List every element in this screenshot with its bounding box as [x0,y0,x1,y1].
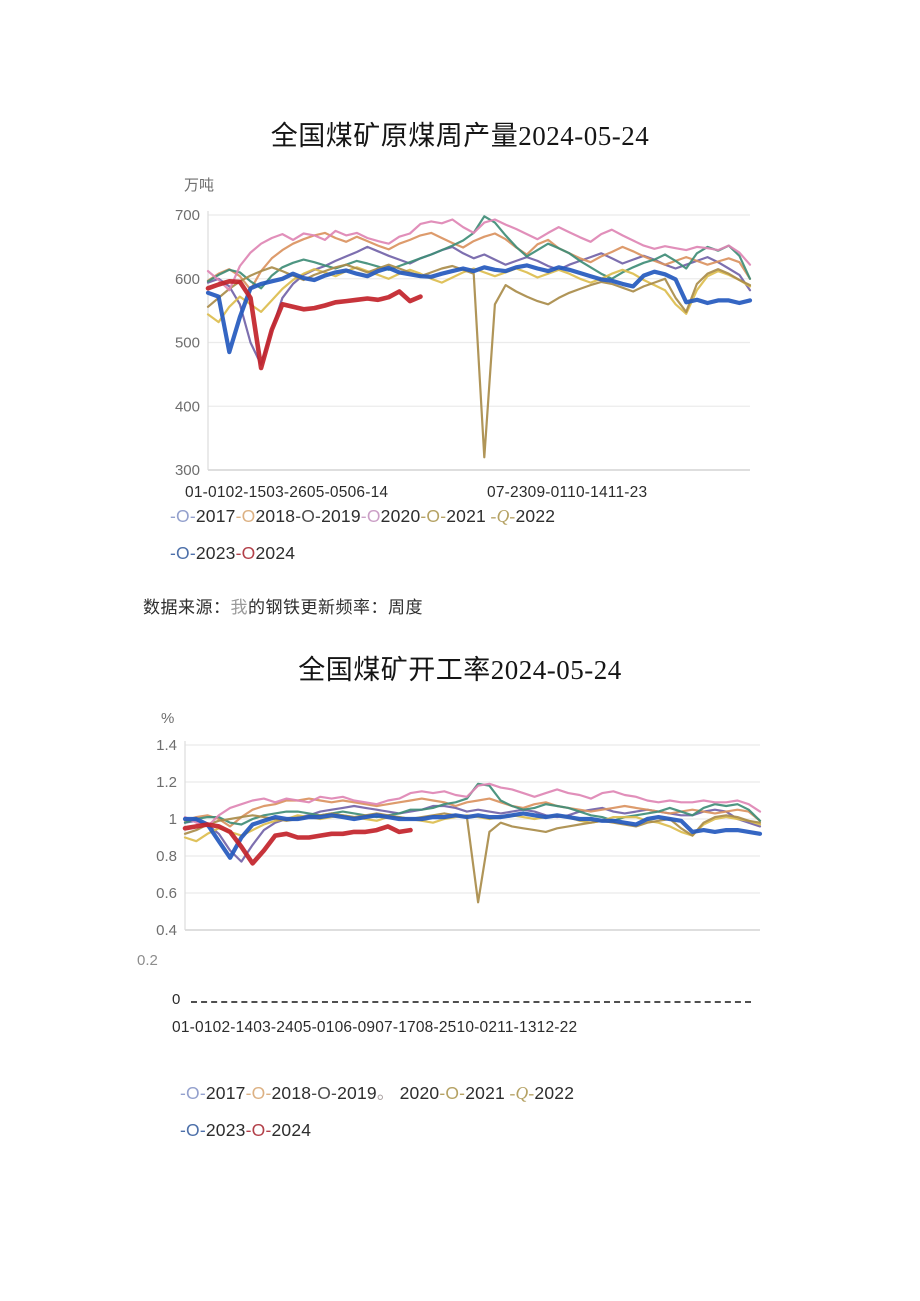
legend-marker-2021: -O- [439,1083,466,1103]
legend-marker-2022: -Q- [485,506,516,526]
x-axis-label-left: 01-0102-1503-2605-0506-14 [185,484,389,501]
legend-year-2023: 2023 [205,1120,246,1140]
series-line-2022 [206,218,752,292]
operating-rate-chart: 1.4 1.2 1 0.8 0.6 0.4% [156,710,763,939]
legend-marker-2024: -O- [245,1120,272,1140]
y-tick-label: 1.4 [156,737,177,754]
legend-year-2017: 2017 [195,506,236,526]
legend-year-2022: 2022 [515,506,556,526]
y-tick-label: 0.8 [156,848,177,865]
series-line-2019 [206,215,752,290]
y-tick-label: 500 [175,335,200,352]
legend-year-2022: 2022 [534,1083,575,1103]
data-source-note: 数据来源：我的钢铁更新频率：周度 [143,593,423,618]
legend-marker-2017: -O- [170,506,196,526]
legend-year-2020: 2020 [399,1083,440,1103]
legend-year-2017: 2017 [205,1083,246,1103]
y-axis-unit-label: % [161,710,174,727]
source-note-segment: 的钢铁更新频率： [248,598,388,617]
legend-marker-2023: -O- [170,543,196,563]
legend-marker-2021: -O- [420,506,447,526]
source-note-segment: 我 [230,598,248,617]
operating-rate-legend-row-1: -O-2017-O-2018-O-2019。 2020-O-2021 -Q-20… [180,1080,574,1105]
legend-marker-2022: -Q- [504,1083,535,1103]
series-line-2021 [183,812,762,904]
legend-marker-2018: -O [235,506,256,526]
legend-year-2021: 2021 [446,506,486,526]
y-tick-label: 0.4 [156,922,177,939]
y-tick-label: 700 [175,207,200,224]
legend-year-2018: 2018 [271,1083,312,1103]
y-tick-label: 400 [175,398,200,415]
series-line-2022 [183,782,762,828]
y-tick-0-2: 0.2 [137,952,158,969]
series-line-2018 [183,797,762,828]
legend-year-2023: 2023 [195,543,236,563]
legend-year-2020: 2020 [380,506,421,526]
legend-year-2018: 2018 [255,506,296,526]
y-tick-label: 1 [169,811,177,828]
legend-marker-2018: -O- [245,1083,272,1103]
y-tick-0: 0 [172,991,181,1008]
legend-marker-2020: -O [360,506,381,526]
production-chart: 700 600 500 400 300 万吨 [175,177,753,479]
legend-marker-2024: -O [235,543,256,563]
legend-year-2019: 2019 [321,506,361,526]
production-chart-legend-row-2: -O-2023-O2024 [170,543,295,564]
legend-year-2024: 2024 [271,1120,312,1140]
y-tick-label: 300 [175,462,200,479]
series-line-2023 [205,263,753,355]
y-tick-label: 1.2 [156,774,177,791]
source-note-segment: 周度 [388,598,423,617]
legend-marker-2020: 。 [376,1083,400,1103]
legend-year-2019: 2019 [337,1083,377,1103]
production-chart-x-axis: 01-0102-1503-2605-0506-14 07-2309-0110-1… [185,484,760,502]
legend-marker-2019: -O- [311,1083,338,1103]
legend-year-2024: 2024 [255,543,296,563]
legend-year-2021: 2021 [465,1083,505,1103]
series-line-2018 [206,231,752,291]
x-axis-label-right: 07-2309-0110-1411-23 [487,484,648,501]
series-line-2023 [182,811,763,860]
legend-marker-2023: -O- [180,1120,206,1140]
y-tick-label: 600 [175,271,200,288]
y-axis-unit-label: 万吨 [184,177,214,194]
legend-marker-2017: -O- [180,1083,206,1103]
legend-marker-2019: -O- [295,506,322,526]
series-line-2024 [182,822,413,866]
y-tick-label: 0.6 [156,885,177,902]
zero-dashed-line [191,1001,751,1003]
production-chart-title: 全国煤矿原煤周产量2024-05-24 [270,121,650,151]
operating-rate-chart-x-axis: 01-0102-1403-2405-0106-0907-1708-2510-02… [172,1019,578,1036]
operating-rate-chart-title: 全国煤矿开工率2024-05-24 [298,655,622,685]
operating-rate-legend-row-2: -O-2023-O-2024 [180,1120,311,1141]
series-line-2024 [205,279,423,371]
production-chart-legend-row-1: -O-2017-O2018-O-2019-O2020-O-2021 -Q-202… [170,506,555,527]
source-note-segment: 数据来源： [143,598,231,617]
